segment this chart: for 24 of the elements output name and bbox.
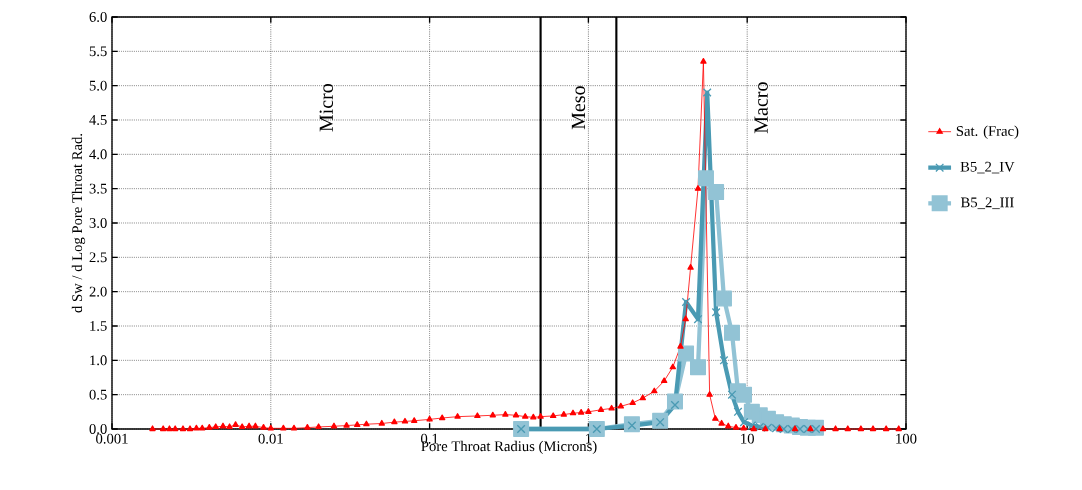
y-tick-label: 3.5 — [89, 183, 107, 194]
legend-label: B5_2_IV — [960, 161, 1015, 174]
y-tick-label: 1.5 — [90, 321, 107, 331]
annotation: Macro — [754, 82, 768, 134]
x-tick-label: 10 — [741, 433, 754, 444]
y-tick-label: 4.5 — [89, 115, 107, 125]
y-tick-label: 2.5 — [89, 252, 107, 263]
y-tick-label: 6.0 — [89, 12, 107, 22]
legend-label: B5_2_III — [960, 197, 1014, 210]
x-tick-label: 0.001 — [96, 433, 128, 444]
y-tick-label: 3.0 — [89, 218, 107, 228]
y-axis-title: d Sw / d Log Pore Throat Rad. — [71, 133, 86, 313]
annotation: Micro — [319, 83, 334, 132]
x-tick-label: 100 — [896, 433, 917, 444]
annotation: Meso — [571, 86, 586, 130]
y-tick-label: 2.0 — [89, 286, 107, 297]
y-tick-label: 5.0 — [89, 80, 107, 91]
x-tick-label: 0.01 — [258, 433, 283, 444]
legend-label: Sat. (Frac) — [956, 125, 1019, 139]
y-tick-label: 0.5 — [89, 389, 107, 400]
y-tick-label: 1.0 — [90, 355, 107, 366]
y-tick-label: 4.0 — [89, 149, 107, 160]
y-tick-label: 5.5 — [89, 46, 107, 57]
y-tick-label: 0.0 — [89, 424, 107, 434]
